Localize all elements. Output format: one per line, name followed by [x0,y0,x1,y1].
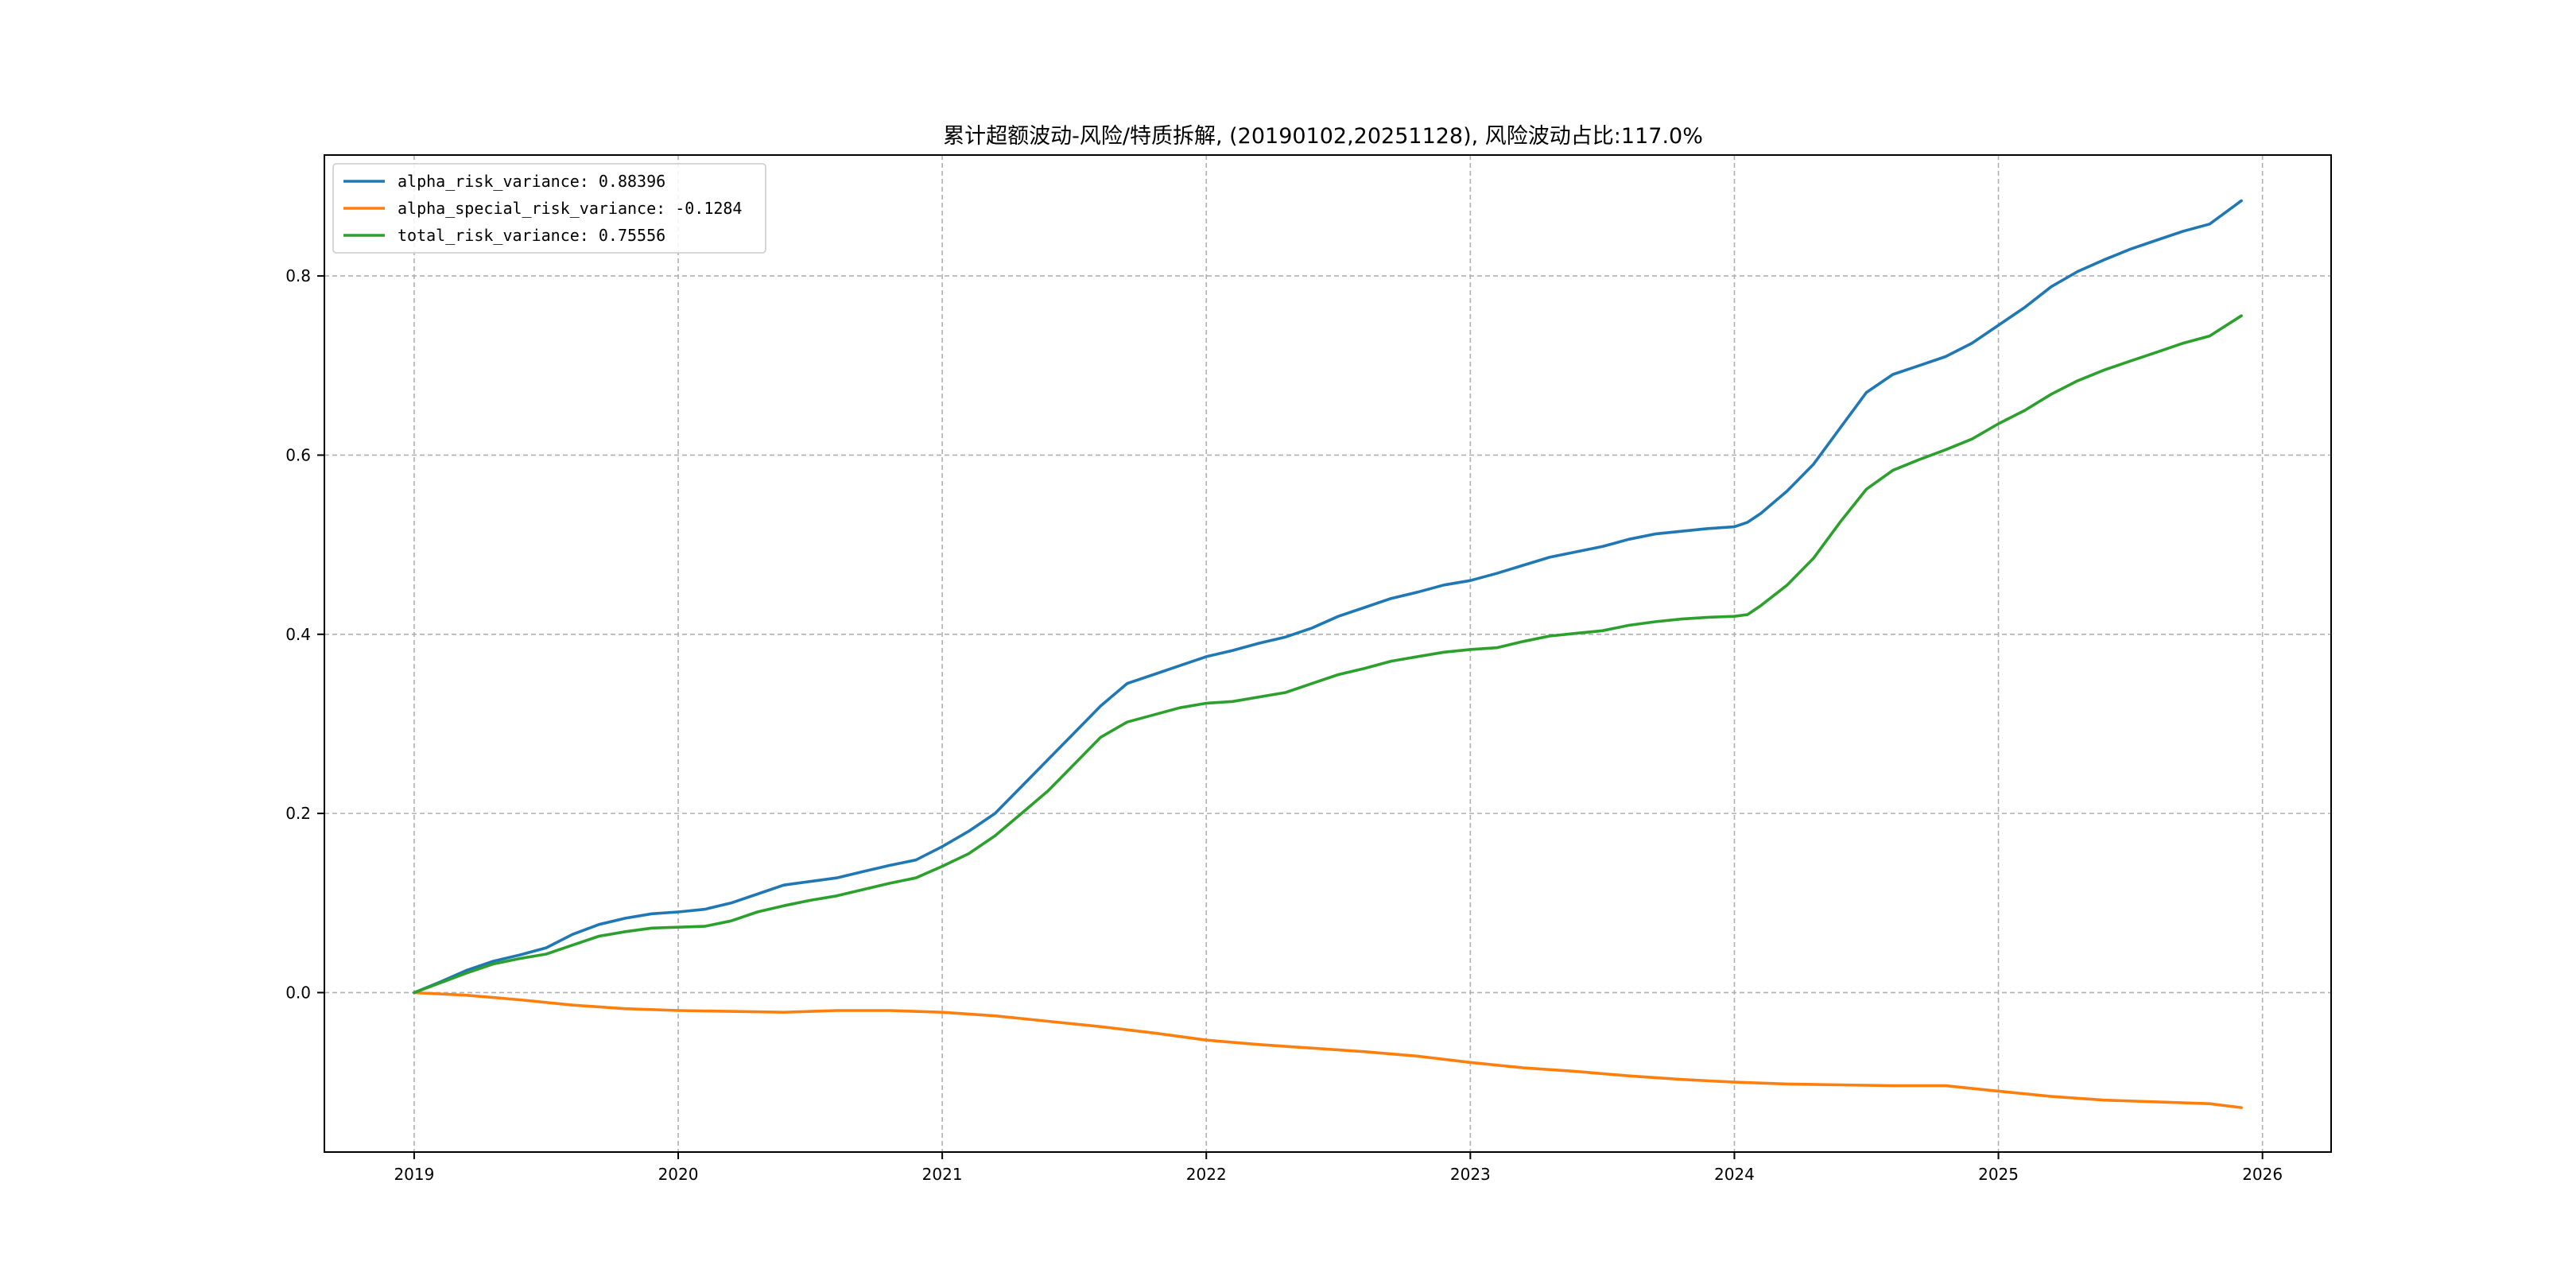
y-tick-label: 0.6 [285,445,311,464]
x-tick-label: 2021 [922,1165,963,1184]
y-tick-label: 0.8 [285,266,311,285]
legend-box [332,163,766,254]
grid [324,155,2331,1152]
chart-title: 累计超额波动-风险/特质拆解, (20190102,20251128), 风险波… [943,124,1703,149]
x-tick-label: 2019 [394,1165,434,1184]
legend: alpha_risk_variance: 0.88396 alpha_specia… [332,163,766,254]
x-tick-label: 2024 [1714,1165,1755,1184]
axis-ticks: 2019 2020 2021 2022 2023 2024 2025 2026 0.0 0.2 0.… [285,266,2283,1184]
series-line-2 [413,991,2243,1109]
legend-label-3: total_risk_variance: 0.75556 [398,226,665,245]
y-tick-label: 0.2 [285,804,311,823]
series-lines [413,199,2243,1109]
x-tick-label: 2022 [1186,1165,1227,1184]
x-tick-label: 2026 [2242,1165,2283,1184]
plot-frame [324,154,2332,1153]
legend-label-1: alpha_risk_variance: 0.88396 [398,172,665,191]
x-tick-label: 2020 [658,1165,699,1184]
series-line-3 [413,314,2243,995]
x-tick-label: 2023 [1450,1165,1491,1184]
y-tick-label: 0.0 [285,983,311,1002]
x-tick-label: 2025 [1978,1165,2019,1184]
legend-label-2: alpha_special_risk_variance: -0.1284 [398,199,742,218]
series-line-1 [413,199,2243,995]
y-tick-label: 0.4 [285,625,311,644]
